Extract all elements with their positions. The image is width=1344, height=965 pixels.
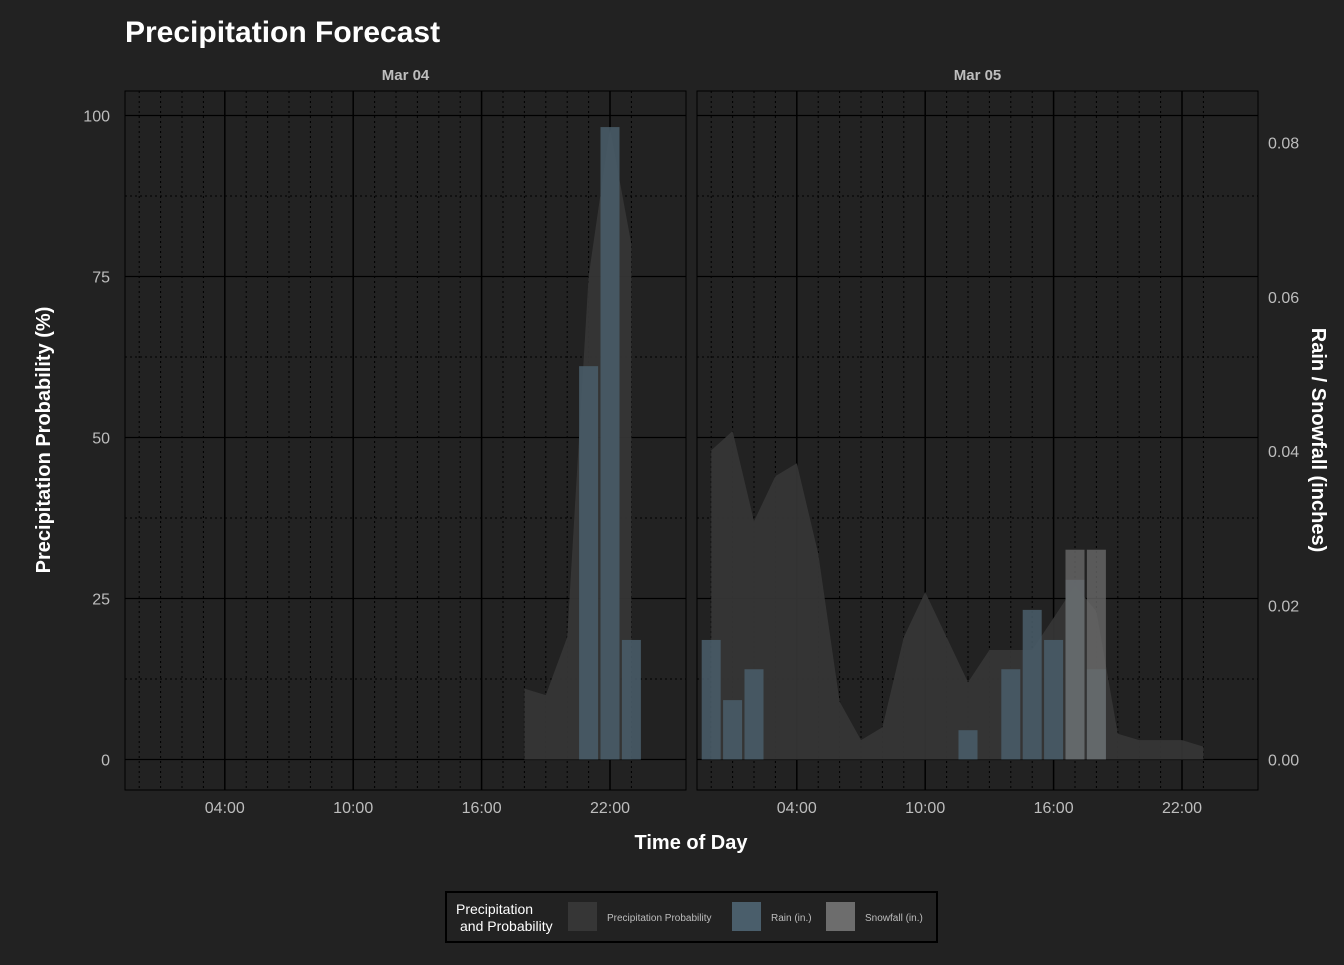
panel-1: Mar 04 04:00 10:00 16:00 22:00 — [124, 67, 687, 817]
y-tick-label-left: 50 — [92, 431, 110, 448]
x-tick-label: 04:00 — [205, 800, 245, 817]
rain-bar — [723, 700, 743, 760]
panel-border — [124, 90, 687, 791]
x-axis-label: Time of Day — [635, 832, 749, 854]
snow-bar — [1086, 549, 1106, 760]
x-tick-label: 04:00 — [777, 800, 817, 817]
rain-bar — [958, 730, 978, 760]
panel-2: Mar 05 04:00 10:00 16:00 22:00 — [696, 67, 1259, 817]
y-tick-label-left: 0 — [101, 753, 110, 770]
y-tick-label-right: 0.08 — [1268, 136, 1299, 153]
panel-border — [696, 90, 1259, 791]
chart-title: Precipitation Forecast — [125, 16, 440, 49]
y-tick-label-right: 0.04 — [1268, 444, 1299, 461]
legend-swatch-snow — [826, 902, 855, 931]
y-tick-label-right: 0.00 — [1268, 753, 1299, 770]
legend-title-line-2: and Probability — [460, 918, 553, 934]
x-tick-label: 10:00 — [905, 800, 945, 817]
legend-label-probability: Precipitation Probability — [607, 913, 712, 924]
y-tick-label-left: 25 — [92, 592, 110, 609]
legend-swatch-probability — [568, 902, 597, 931]
rain-bar — [1022, 609, 1042, 760]
rain-bar — [1044, 639, 1064, 760]
y-tick-label-left: 100 — [83, 109, 110, 126]
x-tick-label: 10:00 — [333, 800, 373, 817]
legend-label-snow: Snowfall (in.) — [865, 913, 923, 924]
rain-bar — [1001, 669, 1021, 760]
rain-bar — [701, 639, 721, 760]
rain-bar — [621, 639, 641, 760]
y-tick-label-left: 75 — [92, 270, 110, 287]
rain-bar — [579, 366, 599, 760]
x-tick-label: 16:00 — [1034, 800, 1074, 817]
y-axis-label-right: Rain / Snowfall (inches) — [1307, 328, 1329, 552]
y-tick-label-right: 0.06 — [1268, 290, 1299, 307]
legend-box — [445, 891, 938, 943]
panel-strip-label: Mar 05 — [954, 67, 1002, 84]
x-tick-label: 22:00 — [1162, 800, 1202, 817]
x-tick-label: 22:00 — [590, 800, 630, 817]
legend-swatch-rain — [732, 902, 761, 931]
panel-strip-label: Mar 04 — [382, 67, 430, 84]
rain-bar — [600, 127, 620, 760]
legend: Precipitation and Probability Precipitat… — [445, 891, 938, 943]
y-axis-label-left: Precipitation Probability (%) — [33, 307, 55, 574]
legend-label-rain: Rain (in.) — [771, 913, 812, 924]
x-tick-label: 16:00 — [462, 800, 502, 817]
legend-title-line-1: Precipitation — [456, 901, 533, 917]
y-tick-label-right: 0.02 — [1268, 598, 1299, 615]
rain-bar — [744, 669, 764, 760]
panels-layer: Mar 04 04:00 10:00 16:00 22:00 Mar 05 04:00 10:… — [83, 67, 1299, 817]
snow-bar — [1065, 549, 1085, 760]
